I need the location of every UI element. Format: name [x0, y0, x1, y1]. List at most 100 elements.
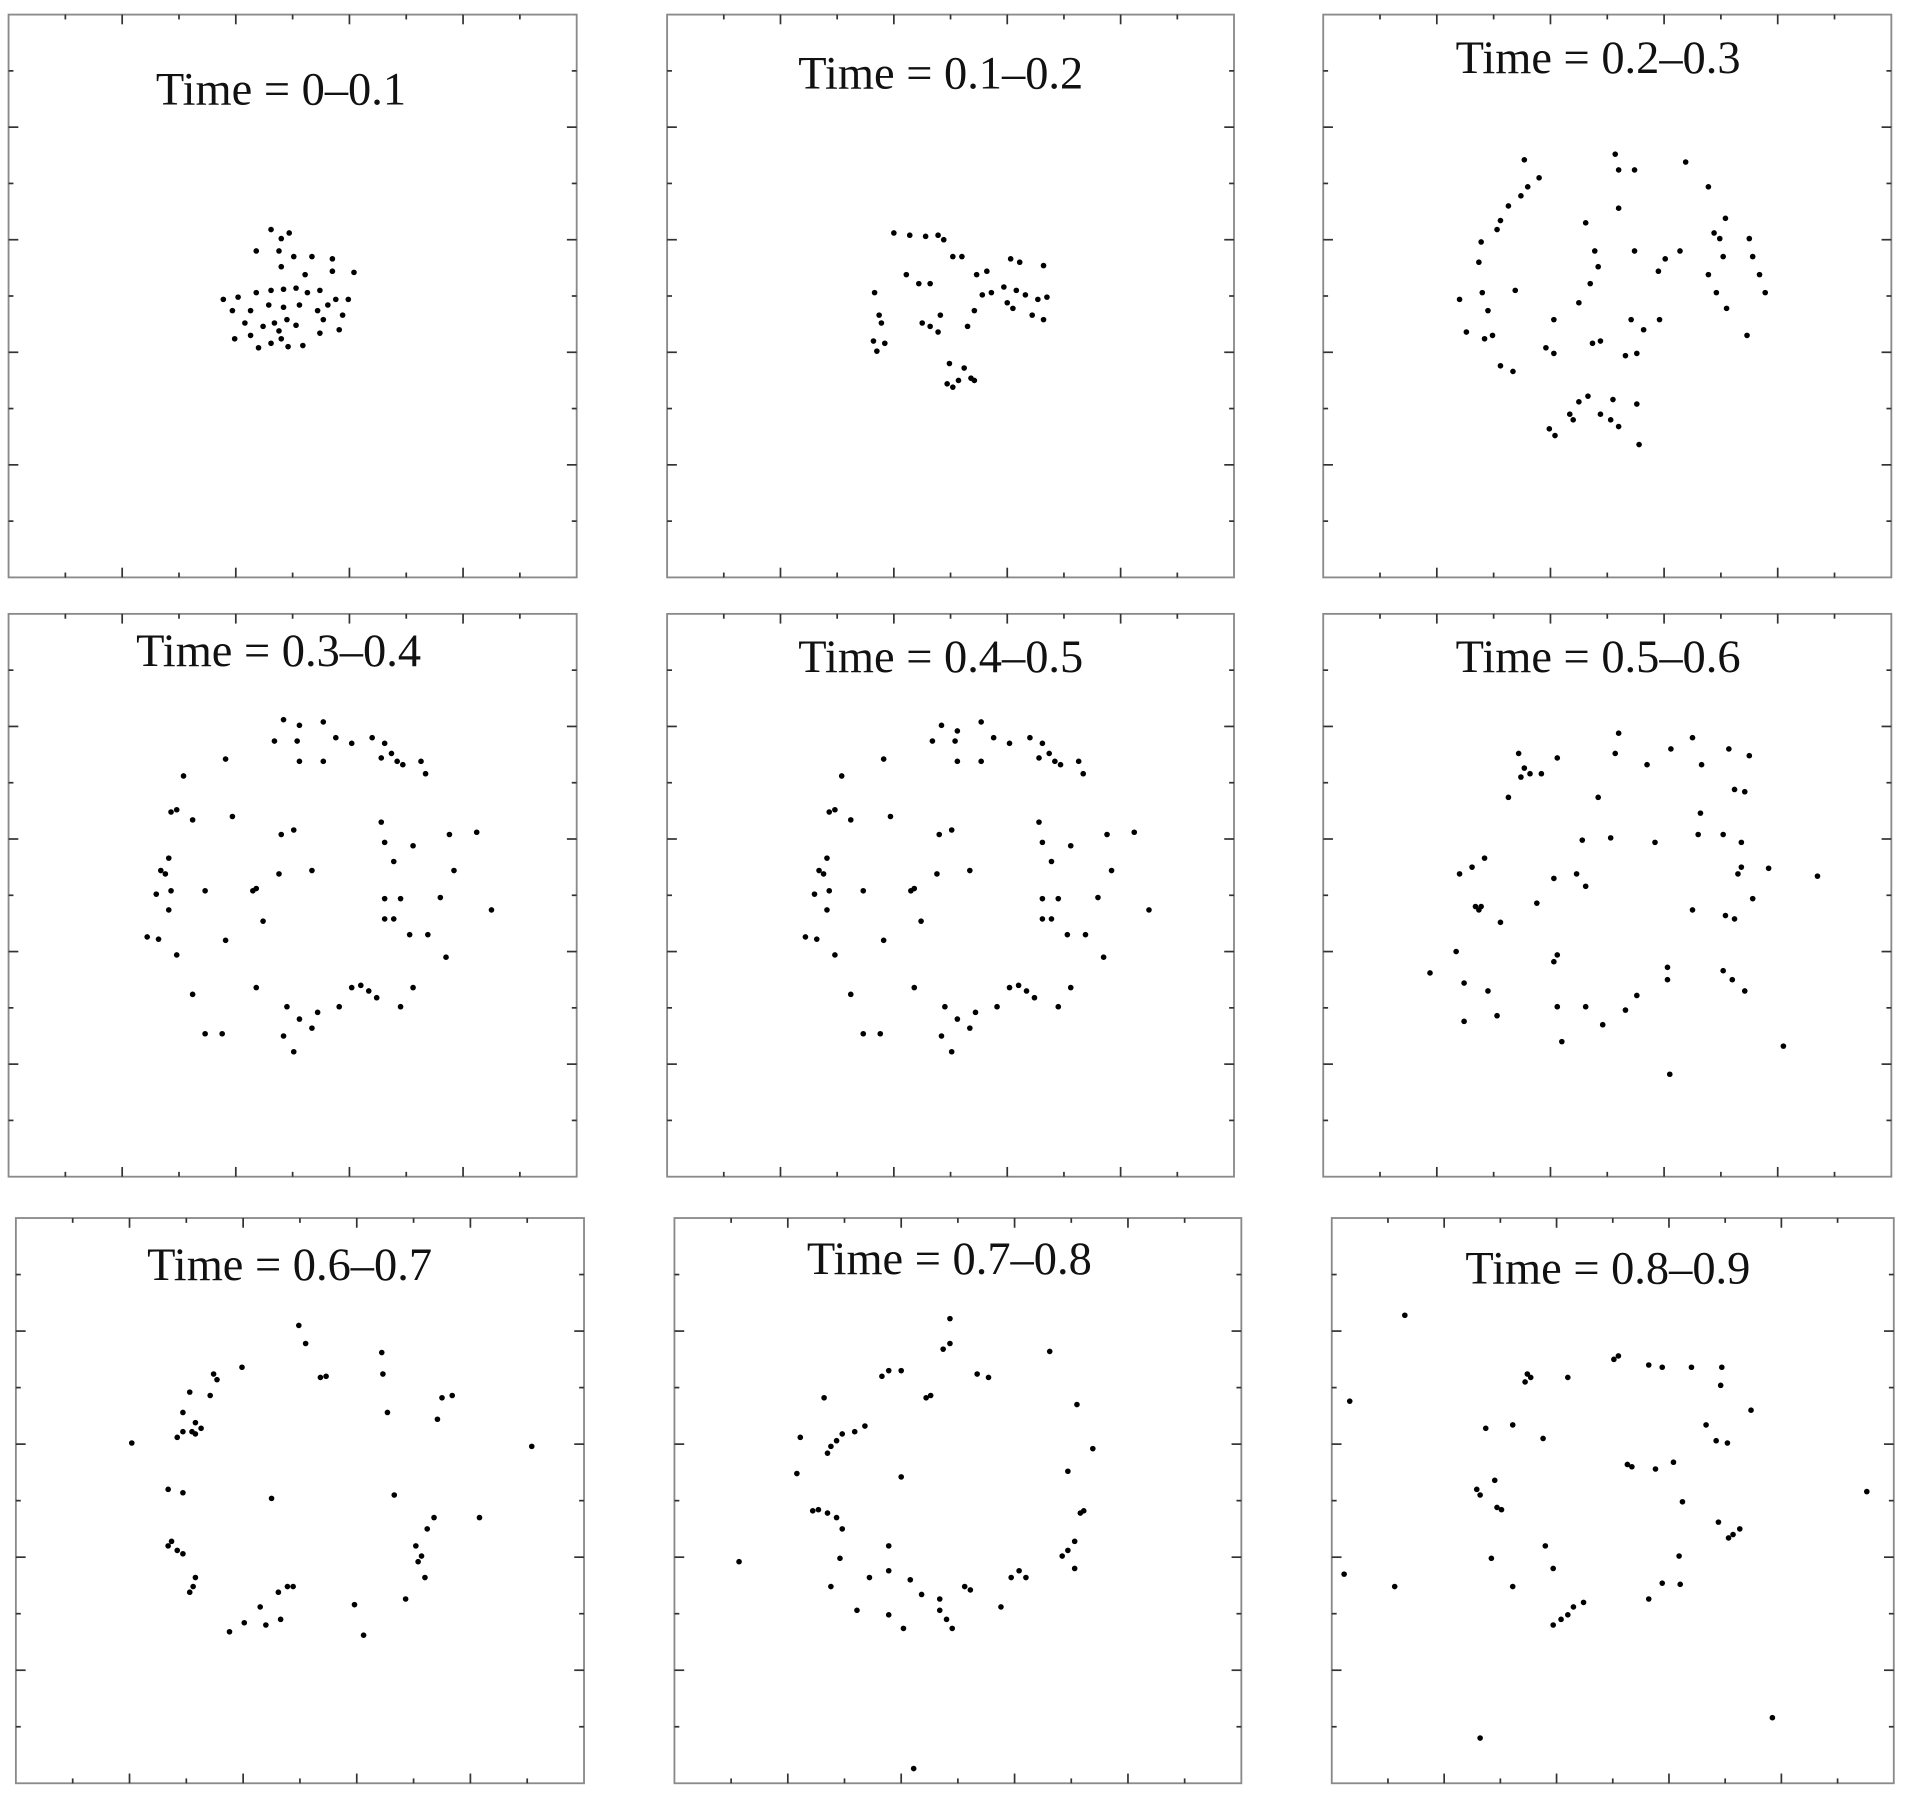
point	[947, 1340, 953, 1347]
point	[1576, 399, 1582, 405]
point	[365, 988, 372, 994]
point	[397, 1003, 404, 1010]
point	[351, 269, 357, 276]
point	[378, 1349, 385, 1356]
point	[947, 1315, 953, 1322]
point	[280, 304, 287, 311]
point	[828, 1583, 834, 1590]
point	[1040, 316, 1047, 323]
point	[1100, 954, 1107, 960]
point	[940, 1346, 946, 1352]
point	[1065, 1547, 1071, 1554]
point	[908, 887, 914, 894]
point	[1427, 970, 1433, 976]
point	[1477, 1492, 1483, 1498]
point	[174, 1434, 181, 1441]
point	[906, 232, 913, 239]
point	[192, 1574, 199, 1581]
point	[1729, 976, 1736, 983]
point	[802, 934, 809, 940]
point	[190, 1583, 196, 1590]
point	[1029, 312, 1036, 318]
panel-title: Time = 0.7–0.8	[807, 1234, 1092, 1285]
point	[1552, 432, 1558, 439]
point	[1453, 948, 1459, 955]
point	[332, 734, 339, 741]
point	[949, 1625, 956, 1632]
point	[1551, 958, 1557, 965]
point	[1057, 761, 1064, 768]
point	[229, 307, 236, 314]
point	[202, 887, 208, 894]
point	[1554, 755, 1561, 761]
point	[226, 1628, 233, 1635]
point	[320, 758, 327, 765]
point	[284, 316, 290, 323]
point	[885, 1367, 892, 1374]
point	[1512, 287, 1519, 294]
point	[1628, 316, 1634, 323]
point	[1676, 1553, 1682, 1559]
point	[1489, 332, 1496, 339]
point	[936, 1607, 943, 1614]
point	[286, 230, 293, 236]
point	[1027, 734, 1033, 741]
plot-frame	[1322, 612, 1893, 1178]
point	[1631, 248, 1638, 254]
point	[1612, 151, 1619, 157]
point	[1725, 1535, 1732, 1541]
point	[1666, 1071, 1673, 1078]
point	[1481, 855, 1488, 861]
point	[276, 328, 282, 334]
point	[268, 340, 274, 347]
point	[847, 817, 854, 823]
point	[1677, 248, 1683, 254]
point	[1485, 307, 1491, 314]
point	[1036, 819, 1042, 825]
point	[173, 806, 180, 813]
point	[1744, 332, 1750, 339]
point	[860, 887, 867, 894]
point	[268, 226, 274, 233]
point	[1082, 931, 1089, 938]
point	[263, 1622, 269, 1628]
point	[229, 813, 236, 820]
point	[1482, 1425, 1489, 1432]
point	[1769, 1714, 1776, 1721]
panel-title: Time = 0–0.1	[156, 65, 406, 116]
point	[320, 316, 327, 323]
point	[815, 1506, 822, 1513]
point	[1550, 1565, 1557, 1572]
point	[885, 1543, 892, 1549]
point	[860, 1030, 867, 1037]
point	[866, 1574, 873, 1581]
point	[1597, 338, 1604, 344]
point	[339, 312, 346, 318]
point	[260, 918, 266, 924]
point	[954, 1016, 961, 1022]
point	[1677, 1581, 1684, 1588]
point	[1634, 350, 1640, 357]
point	[144, 934, 150, 940]
point	[1055, 1003, 1062, 1010]
point	[1615, 730, 1622, 736]
point	[1505, 794, 1512, 801]
point	[1472, 903, 1479, 910]
point	[1741, 988, 1748, 994]
point	[847, 991, 854, 998]
point	[1071, 1565, 1078, 1572]
point	[813, 936, 820, 942]
point	[1039, 839, 1046, 846]
point	[915, 280, 922, 287]
point	[1723, 305, 1730, 312]
plot-frame	[7, 612, 578, 1178]
point	[990, 734, 997, 741]
plot-frame	[666, 13, 1235, 579]
point	[302, 271, 308, 278]
point	[290, 1048, 297, 1055]
point	[257, 1604, 263, 1610]
point	[189, 991, 196, 998]
point	[1059, 1553, 1066, 1559]
point	[309, 253, 315, 260]
point	[1509, 1583, 1516, 1590]
